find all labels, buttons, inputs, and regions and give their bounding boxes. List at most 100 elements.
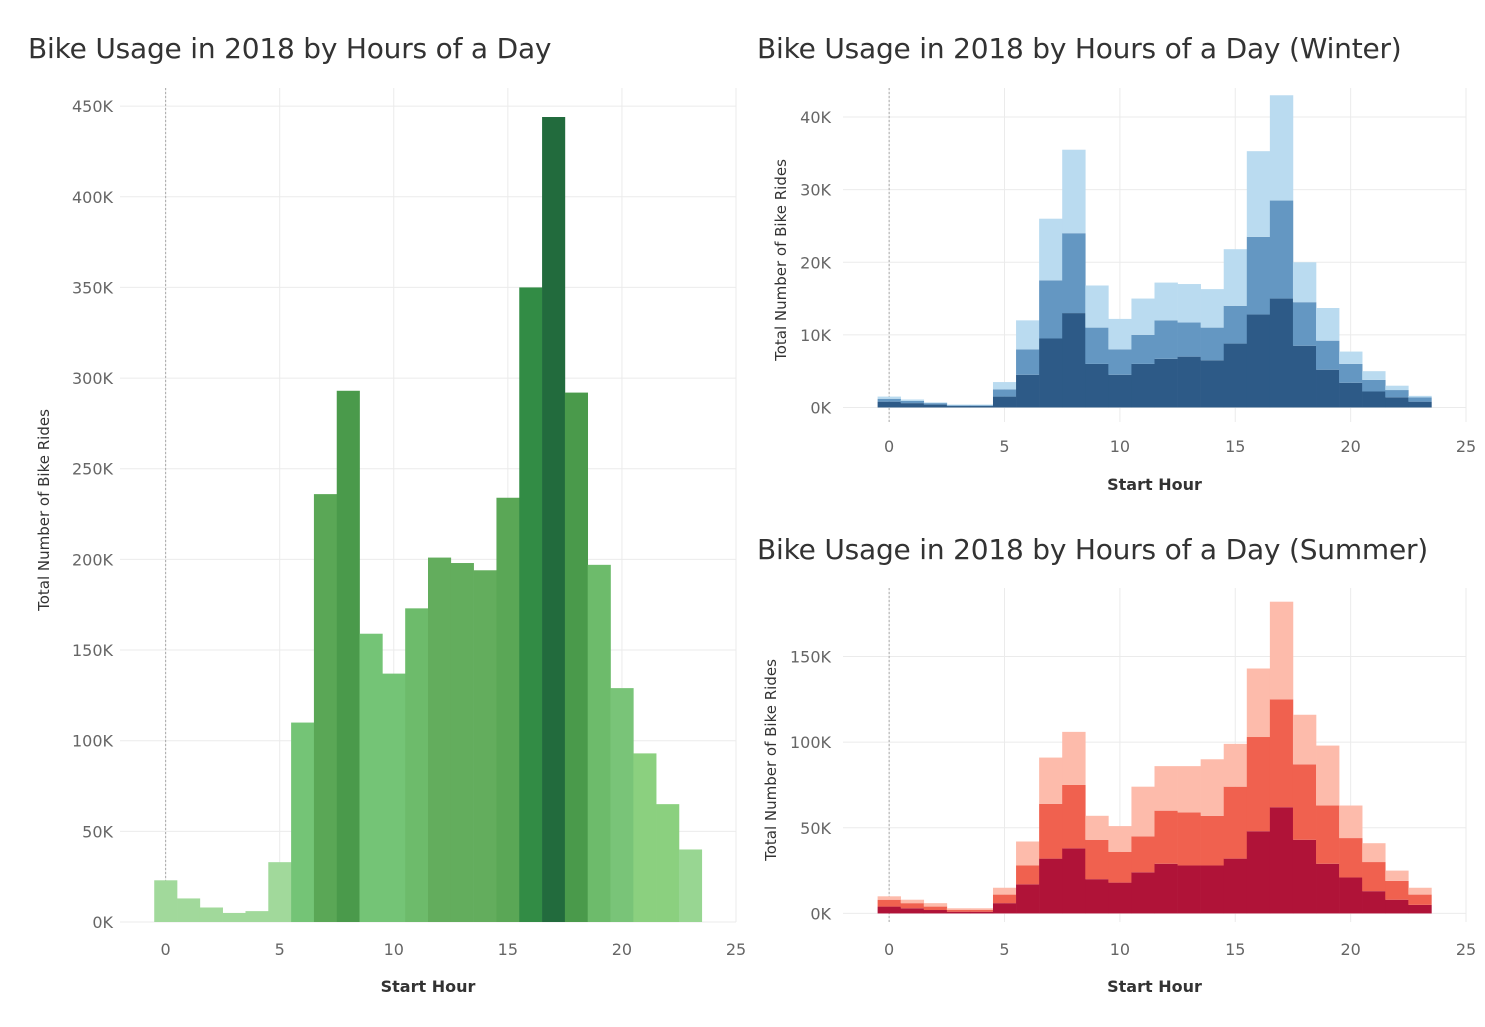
- bar-segment: [923, 903, 948, 907]
- bar-segment: [877, 896, 901, 900]
- bar-segment: [1154, 358, 1178, 408]
- x-tick-label: 0: [884, 437, 894, 456]
- bar-segment: [1223, 305, 1248, 344]
- bar-segment: [992, 389, 1017, 397]
- bar-segment: [946, 908, 971, 911]
- bar-segment: [877, 398, 901, 402]
- bar-segment: [1292, 262, 1317, 303]
- bar: [428, 557, 452, 922]
- chart-winter: Bike Usage in 2018 by Hours of a Day (Wi…: [0, 0, 1485, 510]
- bar-segment: [1200, 865, 1225, 914]
- x-tick-label: 15: [1225, 437, 1245, 456]
- bar: [587, 564, 611, 922]
- bar-segment: [1223, 786, 1248, 859]
- y-axis-label: Total Number of Bike Rides: [35, 409, 53, 612]
- y-tick-label: 350K: [72, 278, 114, 297]
- bar-segment: [1316, 805, 1340, 864]
- bar-segment: [1408, 397, 1432, 402]
- bar-segment: [1316, 340, 1340, 370]
- y-tick-label: 0K: [810, 904, 831, 923]
- bar-segment: [1085, 363, 1109, 408]
- bar-segment: [1154, 766, 1178, 811]
- bar-segment: [1177, 356, 1201, 408]
- bar-segment: [1016, 374, 1040, 408]
- bar-segment: [992, 887, 1017, 895]
- y-tick-label: 30K: [800, 181, 831, 200]
- bar-segment: [1223, 858, 1248, 914]
- bar-segment: [877, 906, 901, 914]
- bar-segment: [1316, 369, 1340, 408]
- y-tick-label: 150K: [72, 641, 114, 660]
- bar-segment: [1108, 882, 1132, 914]
- chart-winter-svg: 0 5 10 15 20 25 0K 10K 20K 30K 40K Start Hour Total …: [772, 88, 1476, 494]
- y-tick-label: 0K: [92, 913, 113, 932]
- y-tick-label: 50K: [800, 819, 831, 838]
- bar: [610, 688, 634, 922]
- bar-segment: [1085, 815, 1109, 840]
- bar-segment: [1339, 363, 1363, 383]
- bar-segment: [1246, 314, 1271, 408]
- bar-segment: [1062, 731, 1086, 785]
- bar-segment: [1408, 904, 1432, 914]
- bar-segment: [1039, 858, 1063, 914]
- bar-segment: [1131, 872, 1155, 914]
- bar-segment: [1316, 863, 1340, 914]
- bar-segment: [1108, 826, 1132, 852]
- bar-segment: [1385, 880, 1409, 900]
- bar-segment: [1177, 865, 1201, 914]
- y-axis-label: Total Number of Bike Rides: [772, 159, 790, 362]
- bar-segment: [1108, 851, 1132, 883]
- bar-segment: [1316, 745, 1340, 806]
- bar-segment: [1408, 395, 1432, 398]
- bar-segment: [923, 404, 948, 408]
- bar-segment: [1362, 891, 1386, 914]
- bar-segment: [1408, 887, 1432, 895]
- x-tick-label: 20: [1340, 437, 1360, 456]
- bar-segment: [1016, 865, 1040, 885]
- bar: [154, 880, 178, 922]
- x-tick-label: 20: [612, 940, 632, 959]
- bar-segment: [1292, 714, 1317, 765]
- bar-segment: [1039, 757, 1063, 804]
- bar: [450, 563, 474, 922]
- chart-title: Bike Usage in 2018 by Hours of a Day: [28, 32, 552, 65]
- bar-segment: [1200, 327, 1225, 361]
- bar-segment: [1408, 894, 1432, 905]
- bar-segment: [1154, 320, 1178, 359]
- x-axis-label: Start Hour: [1107, 977, 1202, 996]
- bar-segment: [1269, 95, 1294, 201]
- bar-segment: [1292, 345, 1317, 408]
- bar-segment: [1016, 884, 1040, 914]
- bar-segment: [1085, 879, 1109, 914]
- bar-segment: [1269, 699, 1294, 808]
- bar-segment: [1131, 786, 1155, 837]
- bar: [519, 287, 543, 922]
- bar-segment: [946, 910, 971, 912]
- bar: [177, 898, 201, 922]
- y-axis-label: Total Number of Bike Rides: [762, 659, 780, 862]
- x-tick-label: 25: [726, 940, 746, 959]
- y-tick-label: 300K: [72, 369, 114, 388]
- bar-segment: [1200, 360, 1225, 408]
- bar-segment: [992, 382, 1017, 390]
- x-tick-label: 5: [999, 940, 1009, 959]
- y-tick-label: 100K: [72, 732, 114, 751]
- x-tick-label: 0: [884, 940, 894, 959]
- bar: [336, 390, 360, 922]
- x-tick-label: 15: [1225, 940, 1245, 959]
- bar-segment: [1292, 839, 1317, 914]
- bar-segment: [923, 906, 948, 911]
- bar: [405, 608, 429, 922]
- bar: [473, 570, 497, 922]
- bar: [313, 494, 338, 922]
- x-tick-label: 20: [1340, 940, 1360, 959]
- bar-segment: [969, 405, 994, 407]
- bar-segment: [877, 899, 901, 907]
- bar: [496, 497, 520, 922]
- y-tick-label: 450K: [72, 97, 114, 116]
- bar-segment: [1362, 843, 1386, 863]
- bar-segment: [1385, 899, 1409, 914]
- y-tick-label: 100K: [790, 733, 832, 752]
- bar-segment: [1269, 200, 1294, 299]
- bar-segment: [1039, 803, 1063, 859]
